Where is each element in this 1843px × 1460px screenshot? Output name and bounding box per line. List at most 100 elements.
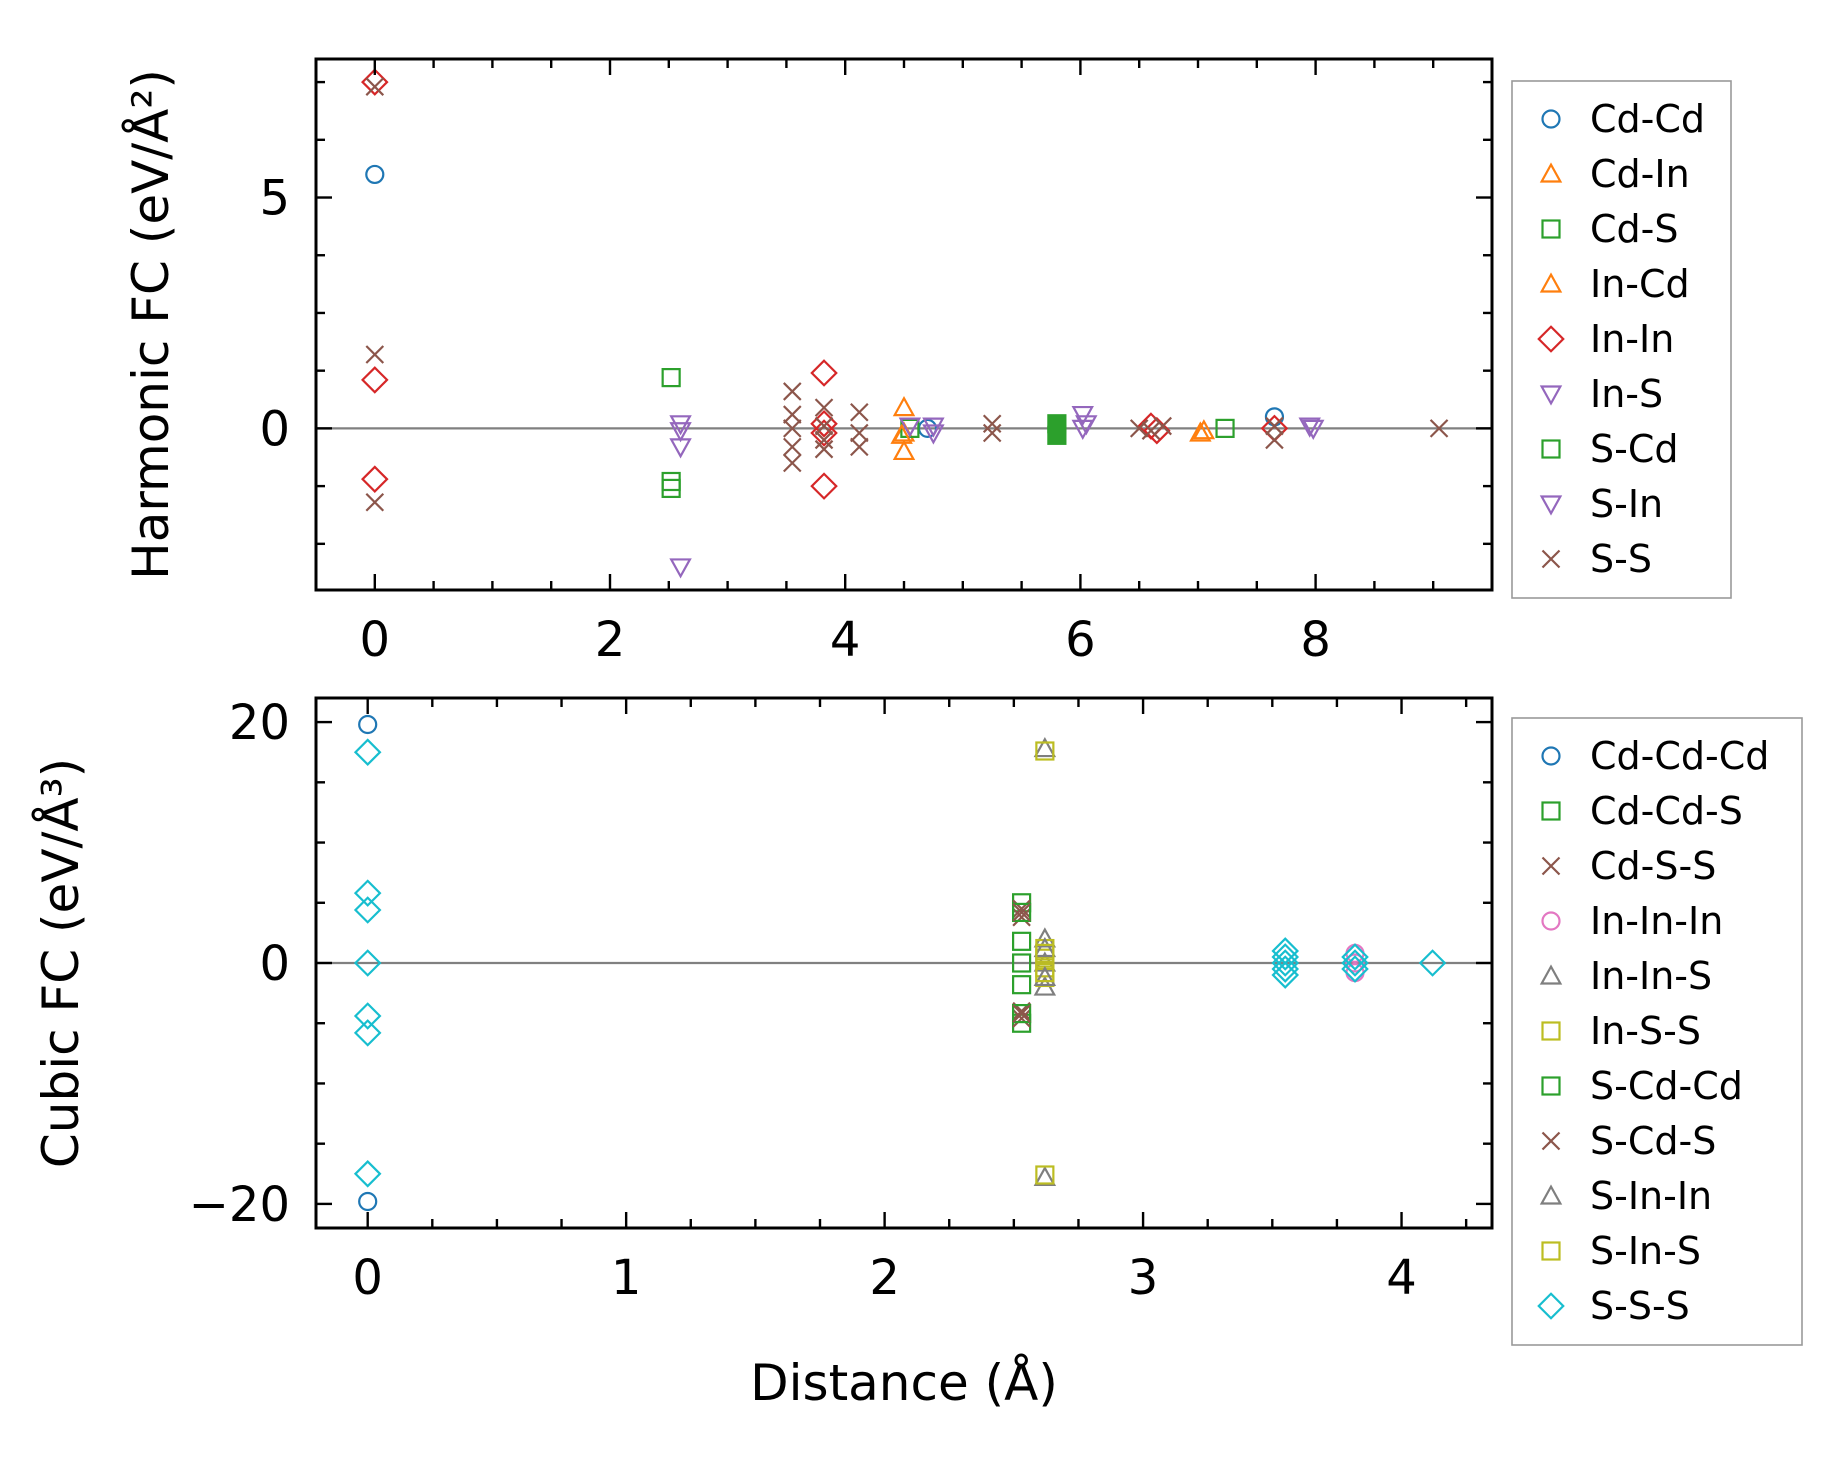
cubic-fc-panel: 0 1 2 3 4 −20 0 20 Cubic FC (eV/Å³) Distance (Å) C… <box>32 695 1803 1412</box>
legend-marker-cd-cd <box>1541 109 1561 129</box>
plot-frame <box>314 57 1494 592</box>
x-tick-label: 1 <box>611 1250 642 1306</box>
data-point-in-s <box>669 415 692 436</box>
data-point-s-in-in <box>1033 936 1057 958</box>
legend-marker-cd-cd-cd <box>1541 746 1561 766</box>
data-point-s-s <box>982 414 1002 434</box>
x-tick-label: 6 <box>1065 612 1096 668</box>
data-point-s-s-s <box>1341 955 1369 983</box>
y-axis-title: Harmonic FC (eV/Å²) <box>122 69 180 580</box>
data-point-s-s <box>783 437 802 457</box>
data-point-in-in <box>810 359 838 387</box>
data-point-in-s <box>669 438 692 459</box>
data-point-s-s <box>1153 416 1172 436</box>
data-point-cd-in <box>892 395 916 417</box>
data-point-s-s <box>1429 419 1449 438</box>
data-point-s-s-s <box>353 896 382 924</box>
data-point-in-in <box>1143 416 1171 445</box>
data-point-s-s <box>814 430 834 450</box>
data-point-in-s-s <box>1035 741 1055 761</box>
data-markers <box>361 68 1449 579</box>
legend-label: S-S-S <box>1590 1284 1690 1328</box>
data-point-in-s <box>669 422 692 443</box>
data-point-cd-s <box>1215 418 1235 438</box>
data-point-s-s-s <box>1271 961 1300 989</box>
data-point-s-s-s <box>353 879 382 907</box>
data-point-in-s <box>898 417 922 438</box>
legend-marker-in-s-s <box>1541 1021 1561 1041</box>
y-axis-title: Cubic FC (eV/Å³) <box>32 758 90 1168</box>
y-tick-label: −20 <box>189 1177 290 1233</box>
data-point-cd-in <box>892 439 916 461</box>
legend-label: S-Cd-S <box>1590 1119 1716 1163</box>
data-point-cd-in <box>1192 419 1216 440</box>
data-point-s-s-s <box>353 1019 382 1047</box>
legend-marker-in-in-s <box>1539 964 1563 985</box>
data-point-cd-s <box>661 478 681 499</box>
data-point-s-cd-cd <box>1011 1003 1032 1024</box>
legend: Cd-Cd Cd-In Cd-S In-Cd In-In In-S S-Cd S-In S-S <box>1511 80 1732 599</box>
y-tick-label: 20 <box>229 695 290 751</box>
y-tick-label: 0 <box>259 936 290 992</box>
y-tick-label: 5 <box>259 171 290 227</box>
legend-marker-s-cd-cd <box>1541 1076 1561 1096</box>
legend-marker-cd-s <box>1541 219 1561 239</box>
data-point-s-s-s <box>1271 949 1300 977</box>
legend-label: S-In <box>1590 482 1663 526</box>
data-point-s-s <box>814 398 834 417</box>
legend-label: S-Cd-Cd <box>1590 1064 1743 1108</box>
data-markers <box>353 714 1447 1212</box>
legend-marker-cd-s-s <box>1541 856 1561 876</box>
data-point-in-in-in <box>1345 953 1365 973</box>
legend-label: In-Cd <box>1590 262 1690 306</box>
data-point-in-s <box>922 417 945 438</box>
data-point-in-cd <box>1189 421 1212 442</box>
data-point-s-cd-cd <box>1011 902 1032 923</box>
data-point-s-s-s <box>353 1159 382 1188</box>
data-point-in-in-in <box>1345 963 1365 983</box>
data-point-in-in <box>361 366 389 394</box>
data-point-s-s <box>1141 421 1161 440</box>
data-point-cd-s-s <box>1012 907 1031 927</box>
data-point-in-in <box>810 472 838 500</box>
data-point-s-s <box>850 402 869 422</box>
data-point-s-s <box>783 453 802 473</box>
data-point-s-s <box>1265 416 1284 436</box>
legend-marker-in-in-in <box>1541 911 1561 931</box>
plot-frame <box>314 696 1494 1230</box>
data-point-cd-cd-cd <box>358 714 378 735</box>
data-point-in-in <box>810 409 838 438</box>
data-point-s-cd <box>1047 425 1067 445</box>
data-point-s-in-in <box>1033 965 1057 987</box>
data-point-s-in <box>922 424 945 445</box>
data-point-s-s <box>814 439 834 459</box>
data-point-cd-cd-s <box>1011 953 1032 973</box>
x-tick-label: 0 <box>360 612 391 668</box>
legend-label: S-S <box>1590 537 1652 581</box>
data-point-s-s <box>365 492 385 512</box>
data-point-in-in-s <box>1033 927 1057 948</box>
data-point-cd-s-s <box>1012 1009 1031 1028</box>
x-tick-label: 4 <box>830 612 861 668</box>
legend-label: Cd-Cd-S <box>1590 789 1743 833</box>
data-point-cd-s <box>661 368 681 388</box>
data-point-cd-cd-s <box>1011 931 1032 951</box>
data-point-s-s <box>1265 430 1284 450</box>
data-point-s-s-s <box>353 738 382 767</box>
legend-marker-in-s <box>1539 385 1563 406</box>
data-point-cd-cd <box>365 164 385 185</box>
legend-label: Cd-Cd <box>1590 97 1705 141</box>
legend-marker-s-cd-s <box>1541 1131 1561 1151</box>
data-point-s-s-s <box>1341 949 1369 977</box>
data-point-s-cd-s <box>1012 903 1031 922</box>
data-point-s-s <box>850 423 869 443</box>
data-point-s-s <box>365 345 385 364</box>
data-point-s-s-s <box>353 949 382 977</box>
data-point-s-cd-s <box>1012 1004 1031 1023</box>
legend-label: S-In-In <box>1590 1174 1712 1218</box>
x-tick-label: 3 <box>1128 1250 1159 1306</box>
y-tick-label: 0 <box>259 401 290 457</box>
data-point-in-s-s <box>1035 1165 1055 1185</box>
legend-label: Cd-Cd-Cd <box>1590 734 1769 778</box>
